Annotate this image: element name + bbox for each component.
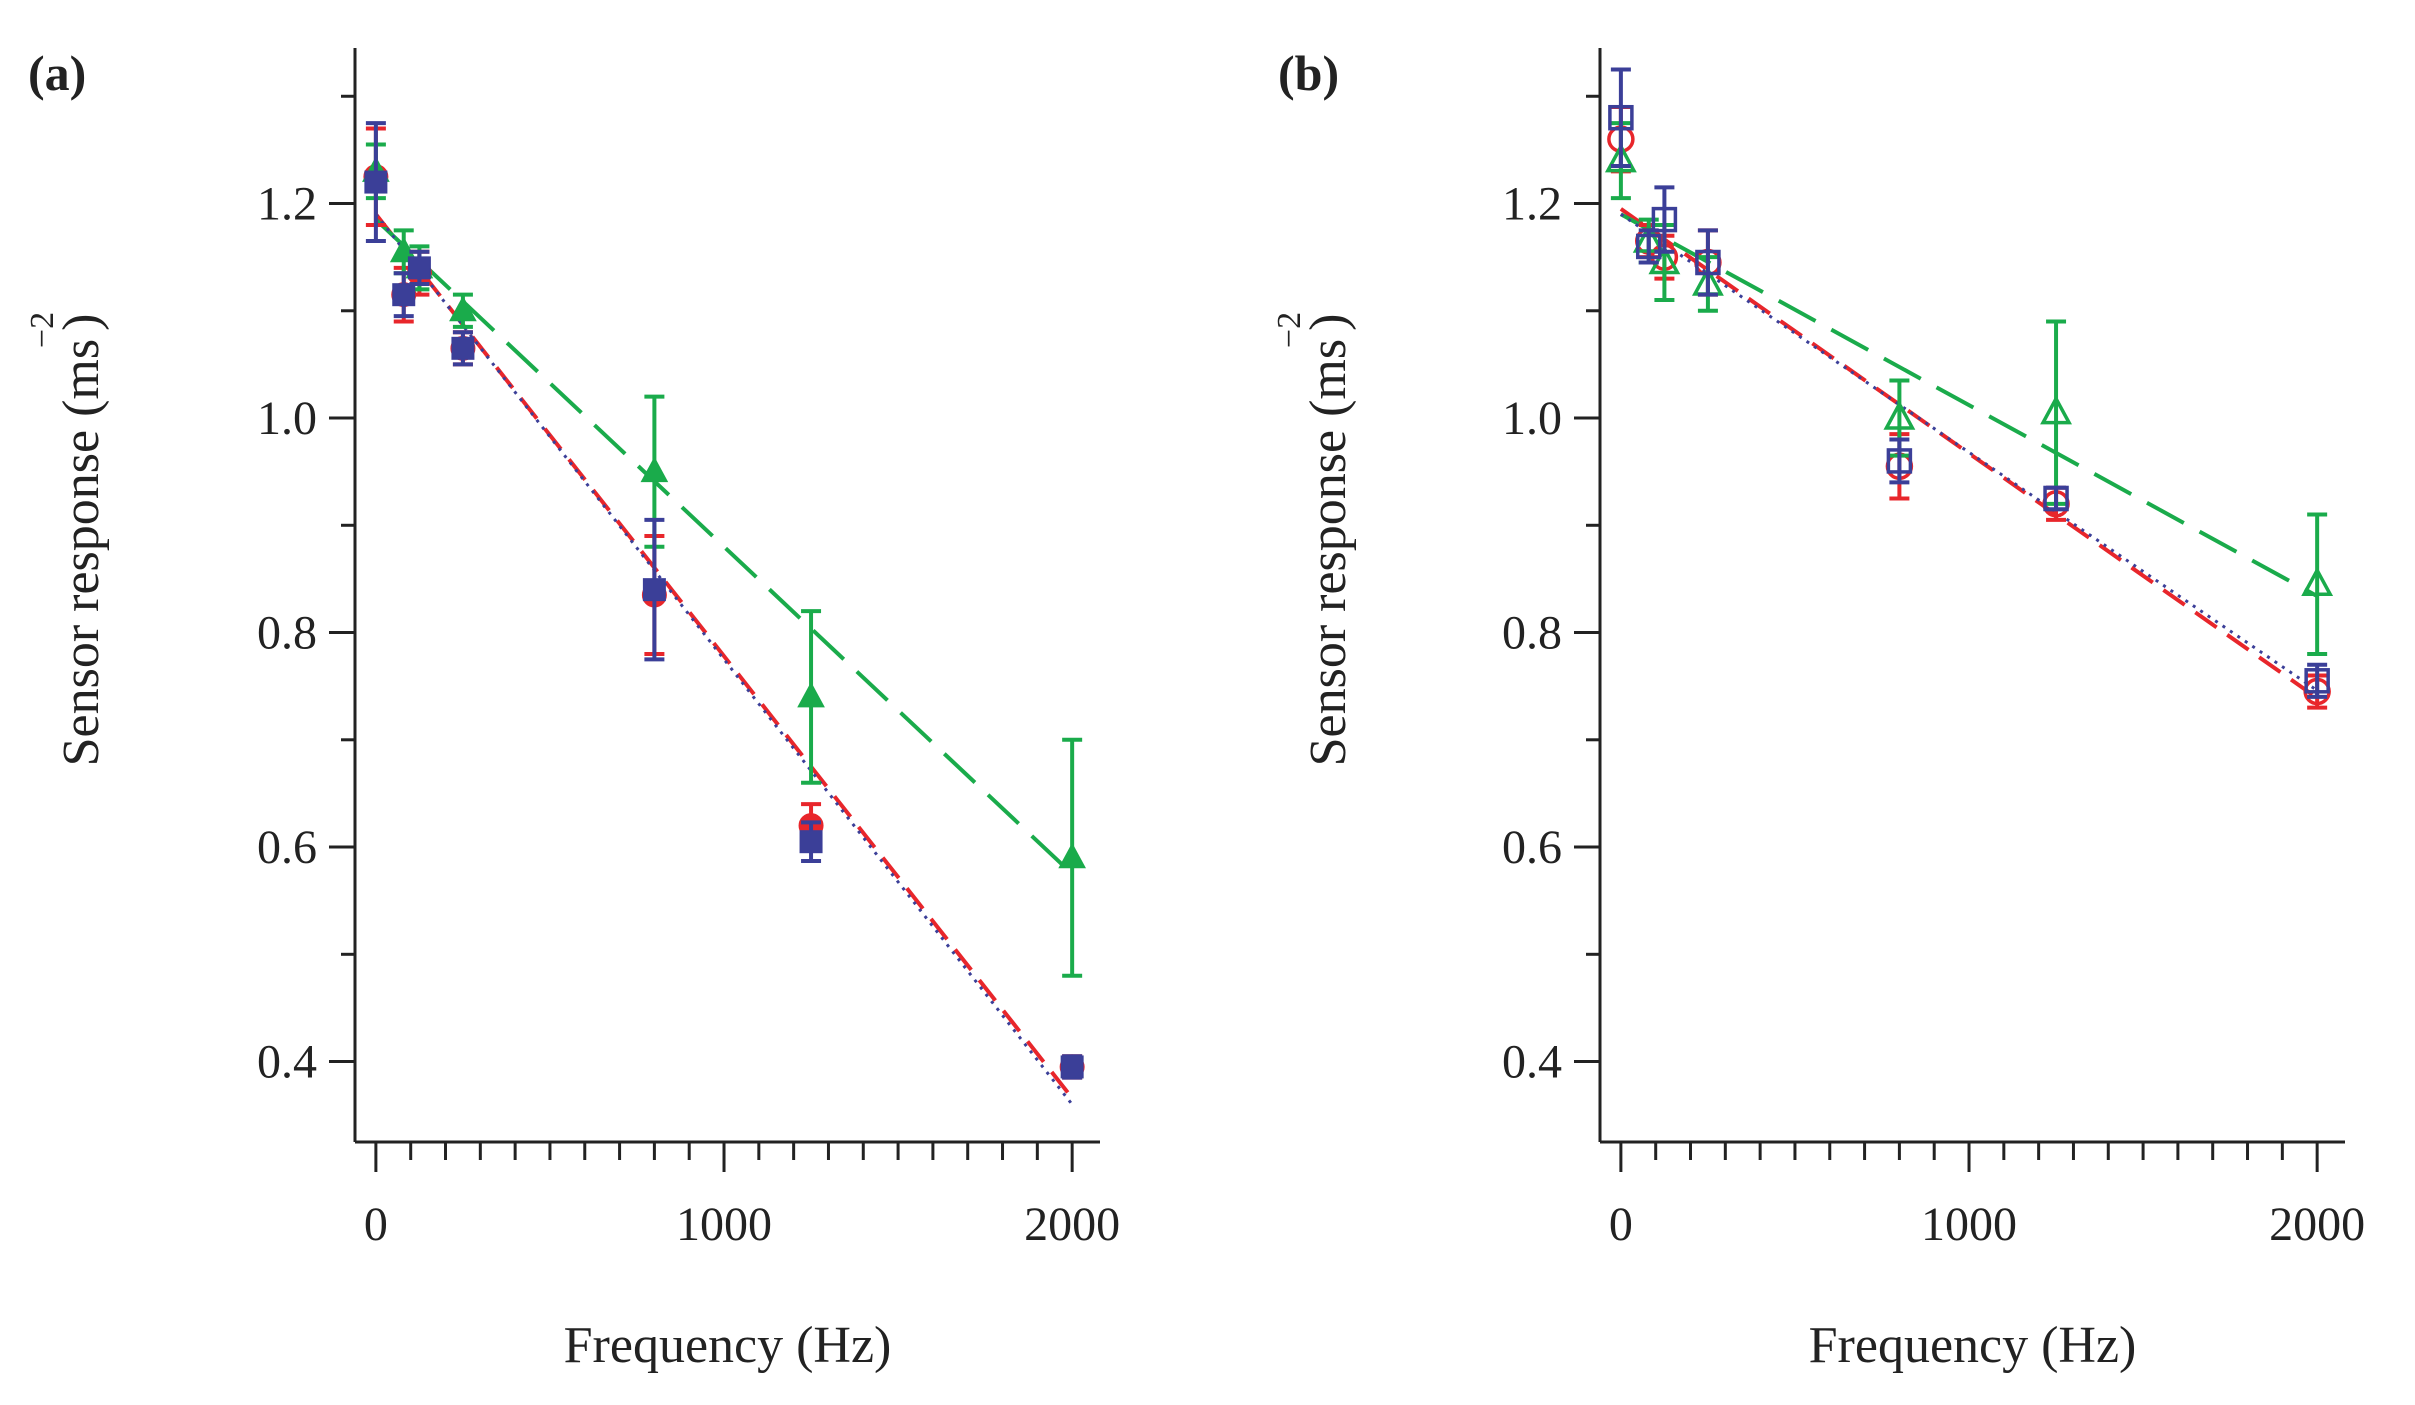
data-point-green xyxy=(1883,400,1916,430)
x-tick-label: 1000 xyxy=(676,1198,772,1251)
data-point-blue xyxy=(799,830,823,854)
fit-line-red xyxy=(1619,207,2319,700)
data-point-blue xyxy=(1651,206,1678,233)
fit-line-blue xyxy=(1620,213,2318,692)
data-point-blue xyxy=(1608,104,1634,131)
data-point-green xyxy=(1604,142,1637,173)
data-point-blue xyxy=(642,578,666,602)
panel-b: 0.4 0.6 0.8 1.0 1.2 0 1000 2000 (b) Frequency (Hz… xyxy=(1271,45,2365,1374)
y-tick-label: 0.8 xyxy=(1502,607,1562,660)
data-point-blue xyxy=(1635,233,1662,260)
data-point-blue xyxy=(1695,249,1721,276)
data-point-green xyxy=(1058,842,1086,869)
y-axis-title-exponent: −2 xyxy=(24,312,61,348)
y-axis-title-close: ) xyxy=(1300,314,1357,331)
data-point-blue xyxy=(451,336,475,360)
data-point-blue xyxy=(2304,668,2330,694)
x-axis-title: Frequency (Hz) xyxy=(1809,1317,2137,1374)
x-tick-label: 1000 xyxy=(1921,1198,2017,1251)
x-tick-label: 0 xyxy=(364,1198,388,1251)
y-axis-title: Sensor response (ms) xyxy=(1300,314,1357,767)
y-tick-label: 1.0 xyxy=(1502,392,1562,445)
y-axis-title-text: Sensor response (ms xyxy=(53,339,110,767)
y-axis-title-text: Sensor response (ms xyxy=(1300,339,1357,767)
data-point-blue xyxy=(364,170,388,194)
data-point-blue xyxy=(2043,485,2069,512)
y-tick-label: 1.0 xyxy=(257,392,317,445)
y-tick-label: 1.2 xyxy=(1502,178,1562,231)
data-point-green xyxy=(2040,394,2072,425)
data-point-blue xyxy=(407,256,431,280)
data-point-blue xyxy=(1886,448,1913,474)
y-tick-label: 0.4 xyxy=(1502,1036,1562,1089)
y-axis-title-close: ) xyxy=(53,314,110,331)
y-axis-title-exponent: −2 xyxy=(1271,312,1308,348)
data-point-green xyxy=(449,295,477,322)
fit-line-green xyxy=(1619,212,2319,598)
y-tick-label: 0.4 xyxy=(257,1036,317,1089)
panel-label: (b) xyxy=(1278,45,1339,101)
y-tick-label: 1.2 xyxy=(257,178,317,231)
x-tick-label: 2000 xyxy=(1024,1198,1120,1251)
y-tick-label: 0.8 xyxy=(257,607,317,660)
fit-line-red xyxy=(374,213,1074,1100)
y-tick-label: 0.6 xyxy=(257,821,317,874)
data-point-green xyxy=(640,456,669,483)
data-point-green xyxy=(2301,566,2334,597)
data-point-blue xyxy=(392,283,416,307)
x-tick-label: 0 xyxy=(1609,1198,1633,1251)
panel-a: 0.4 0.6 0.8 1.0 1.2 0 1000 2000 (a) Frequency (Hz… xyxy=(24,45,1120,1374)
y-axis-title: Sensor response (ms) xyxy=(53,314,110,767)
fit-line-green xyxy=(374,218,1074,876)
panel-label: (a) xyxy=(28,45,86,101)
data-point-green xyxy=(797,681,825,708)
data-point-blue xyxy=(1060,1055,1084,1079)
data-point-green xyxy=(389,236,418,263)
x-tick-label: 2000 xyxy=(2269,1198,2365,1251)
y-tick-label: 0.6 xyxy=(1502,821,1562,874)
x-axis-title: Frequency (Hz) xyxy=(564,1317,892,1374)
